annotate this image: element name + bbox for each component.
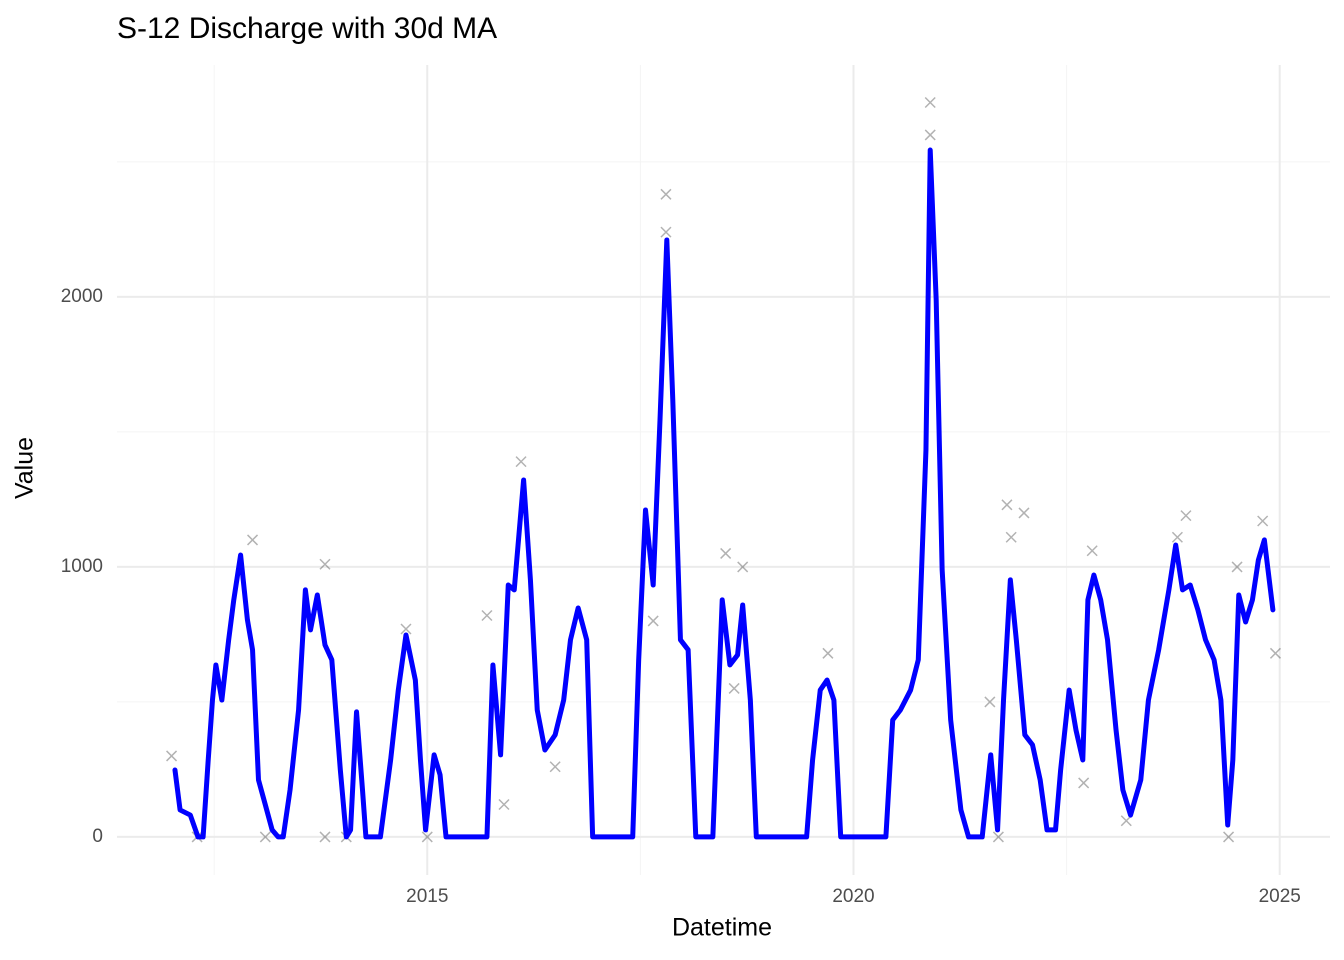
data-point xyxy=(992,831,1004,843)
data-point xyxy=(737,561,749,573)
data-point xyxy=(481,609,493,622)
data-point xyxy=(498,798,510,811)
data-point xyxy=(1231,561,1243,573)
x-tick-label: 2015 xyxy=(406,886,448,907)
data-point xyxy=(319,558,331,570)
data-point xyxy=(259,831,271,843)
data-point xyxy=(822,647,834,659)
data-point xyxy=(247,534,259,546)
data-point xyxy=(1180,510,1192,522)
data-point xyxy=(984,696,996,708)
data-point xyxy=(1078,777,1090,789)
data-point xyxy=(720,547,732,559)
data-point xyxy=(1257,515,1269,527)
data-point xyxy=(1005,531,1017,543)
data-point xyxy=(515,456,527,468)
data-point xyxy=(400,623,412,635)
data-point xyxy=(647,615,659,627)
data-point xyxy=(166,750,178,762)
data-point xyxy=(924,96,936,109)
data-point xyxy=(421,831,433,843)
data-point xyxy=(728,682,740,694)
data-point xyxy=(319,831,331,843)
data-point xyxy=(1171,531,1183,543)
y-tick-label: 2000 xyxy=(61,286,103,307)
data-point xyxy=(1086,545,1098,557)
data-point xyxy=(1018,507,1030,519)
data-point xyxy=(924,129,936,141)
data-point xyxy=(549,761,561,773)
chart-title: S-12 Discharge with 30d MA xyxy=(117,12,497,45)
data-point xyxy=(660,226,672,238)
x-tick-label: 2025 xyxy=(1259,886,1301,907)
y-axis-label: Value xyxy=(11,437,39,499)
data-point xyxy=(1223,831,1235,843)
x-tick-label: 2020 xyxy=(832,886,874,907)
y-tick-label: 1000 xyxy=(61,556,103,577)
data-point xyxy=(1269,647,1281,659)
y-tick-label: 0 xyxy=(92,826,103,847)
data-point xyxy=(1120,815,1132,827)
moving-average-line xyxy=(172,147,1276,840)
data-point xyxy=(660,188,672,200)
x-axis-label: Datetime xyxy=(672,914,772,942)
data-point xyxy=(1001,499,1013,511)
